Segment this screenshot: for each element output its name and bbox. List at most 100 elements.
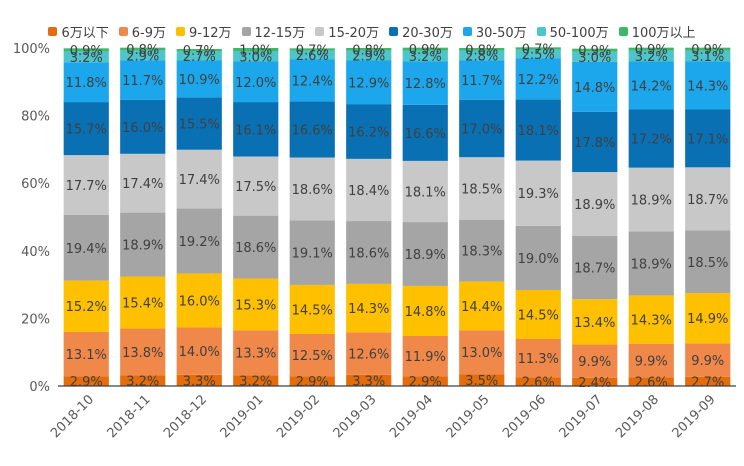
bar-segment[interactable] (459, 330, 505, 375)
bar-segment[interactable] (572, 299, 618, 345)
bar-segment[interactable] (63, 155, 109, 215)
bar-segment[interactable] (572, 51, 618, 62)
bar-segment[interactable] (346, 48, 392, 51)
bar-segment[interactable] (515, 58, 561, 100)
bar-segment[interactable] (459, 374, 505, 386)
bar-segment[interactable] (459, 219, 505, 282)
bar-segment[interactable] (176, 97, 222, 150)
bar-segment[interactable] (628, 109, 674, 168)
bar-segment[interactable] (176, 49, 222, 52)
bar-segment[interactable] (233, 156, 279, 216)
bar-segment[interactable] (233, 61, 279, 103)
bar-segment[interactable] (402, 335, 448, 377)
legend-item[interactable]: 30-50万 (462, 22, 527, 41)
bar-segment[interactable] (120, 153, 166, 213)
bar-segment[interactable] (289, 284, 335, 334)
bar-segment[interactable] (402, 285, 448, 336)
bar-segment[interactable] (402, 104, 448, 161)
bar-segment[interactable] (346, 283, 392, 333)
bar-segment[interactable] (120, 99, 166, 154)
bar-segment[interactable] (346, 221, 392, 284)
bar-segment[interactable] (233, 375, 279, 386)
bar-segment[interactable] (346, 60, 392, 105)
bar-segment[interactable] (459, 157, 505, 220)
bar-segment[interactable] (346, 374, 392, 386)
bar-segment[interactable] (572, 111, 618, 173)
bar-segment[interactable] (120, 50, 166, 61)
bar-segment[interactable] (402, 47, 448, 51)
bar-segment[interactable] (176, 208, 222, 274)
bar-segment[interactable] (459, 99, 505, 158)
bar-segment[interactable] (685, 47, 731, 51)
bar-segment[interactable] (346, 104, 392, 159)
bar-segment[interactable] (685, 167, 731, 231)
bar-segment[interactable] (289, 333, 335, 377)
bar-segment[interactable] (233, 102, 279, 157)
legend-item[interactable]: 20-30万 (389, 22, 453, 41)
bar-segment[interactable] (233, 330, 279, 376)
bar-segment[interactable] (572, 377, 618, 386)
bar-segment[interactable] (685, 109, 731, 168)
bar-segment[interactable] (63, 102, 109, 156)
bar-segment[interactable] (685, 50, 731, 62)
bar-segment[interactable] (628, 343, 674, 378)
bar-segment[interactable] (515, 47, 561, 50)
bar-segment[interactable] (515, 225, 561, 291)
bar-segment[interactable] (176, 327, 222, 375)
bar-segment[interactable] (346, 332, 392, 375)
bar-segment[interactable] (63, 51, 109, 63)
bar-segment[interactable] (289, 157, 335, 221)
bar-segment[interactable] (289, 48, 335, 51)
bar-segment[interactable] (572, 61, 618, 112)
bar-segment[interactable] (628, 377, 674, 386)
legend-item[interactable]: 6-9万 (118, 22, 166, 41)
bar-segment[interactable] (572, 172, 618, 236)
bar-segment[interactable] (120, 276, 166, 329)
bar-segment[interactable] (515, 339, 561, 378)
bar-segment[interactable] (459, 48, 505, 51)
legend-item[interactable]: 15-20万 (315, 22, 379, 41)
bar-segment[interactable] (515, 49, 561, 59)
bar-segment[interactable] (233, 215, 279, 279)
bar-segment[interactable] (628, 50, 674, 62)
bar-segment[interactable] (176, 273, 222, 328)
bar-segment[interactable] (120, 375, 166, 386)
bar-segment[interactable] (63, 62, 109, 103)
bar-segment[interactable] (289, 59, 335, 102)
bar-segment[interactable] (63, 48, 109, 52)
bar-segment[interactable] (515, 160, 561, 226)
bar-segment[interactable] (176, 51, 222, 61)
bar-segment[interactable] (572, 235, 618, 300)
legend-item[interactable]: 6万以下 (48, 22, 109, 41)
bar-segment[interactable] (402, 222, 448, 286)
bar-segment[interactable] (63, 280, 109, 332)
bar-segment[interactable] (685, 343, 731, 377)
bar-segment[interactable] (685, 293, 731, 344)
bar-segment[interactable] (289, 101, 335, 158)
bar-segment[interactable] (515, 377, 561, 386)
bar-segment[interactable] (63, 214, 109, 281)
bar-segment[interactable] (685, 230, 731, 294)
bar-segment[interactable] (402, 50, 448, 62)
bar-segment[interactable] (628, 295, 674, 344)
bar-segment[interactable] (233, 48, 279, 52)
legend-item[interactable]: 9-12万 (176, 22, 232, 41)
bar-segment[interactable] (176, 374, 222, 386)
legend-item[interactable]: 100万以上 (618, 22, 696, 41)
bar-segment[interactable] (176, 149, 222, 209)
bar-segment[interactable] (402, 160, 448, 223)
bar-segment[interactable] (459, 281, 505, 331)
bar-segment[interactable] (289, 50, 335, 60)
bar-segment[interactable] (176, 60, 222, 98)
bar-segment[interactable] (515, 290, 561, 340)
bar-segment[interactable] (233, 51, 279, 62)
bar-segment[interactable] (402, 376, 448, 386)
bar-segment[interactable] (233, 278, 279, 331)
bar-segment[interactable] (572, 344, 618, 378)
bar-segment[interactable] (346, 50, 392, 61)
bar-segment[interactable] (63, 376, 109, 386)
bar-segment[interactable] (628, 61, 674, 110)
bar-segment[interactable] (289, 220, 335, 285)
bar-segment[interactable] (120, 328, 166, 376)
bar-segment[interactable] (572, 48, 618, 52)
